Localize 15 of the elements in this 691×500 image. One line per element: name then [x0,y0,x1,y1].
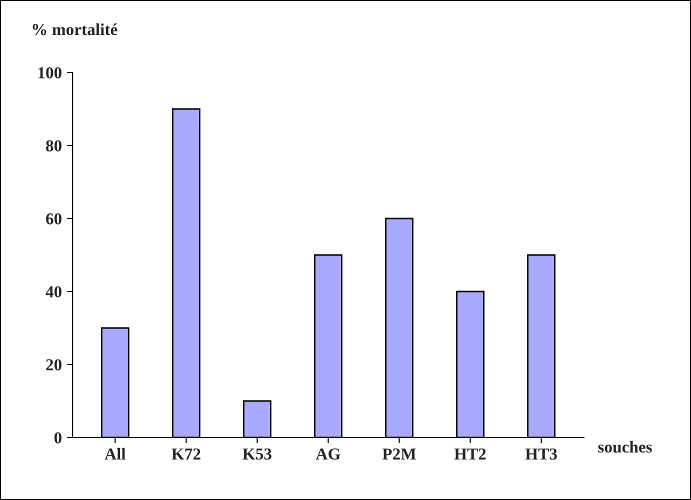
x-tick-label: AG [316,448,340,460]
x-tick-label: HT3 [525,448,557,460]
y-tick-label: 60 [46,213,62,224]
x-tick-label: HT2 [454,448,486,460]
x-tick-label: K53 [242,448,272,460]
y-axis-title: % mortalité [32,23,118,36]
y-tick-label: 0 [54,432,62,444]
x-tick-label: P2M [382,448,416,460]
x-tick-label: All [104,448,126,460]
x-tick-label: K72 [172,448,200,460]
y-tick-label: 20 [46,359,62,370]
y-tick-label: 80 [46,140,62,152]
y-tick-label: 100 [38,67,62,78]
y-tick-label: 40 [46,286,62,298]
x-axis-title: souches [598,440,652,453]
